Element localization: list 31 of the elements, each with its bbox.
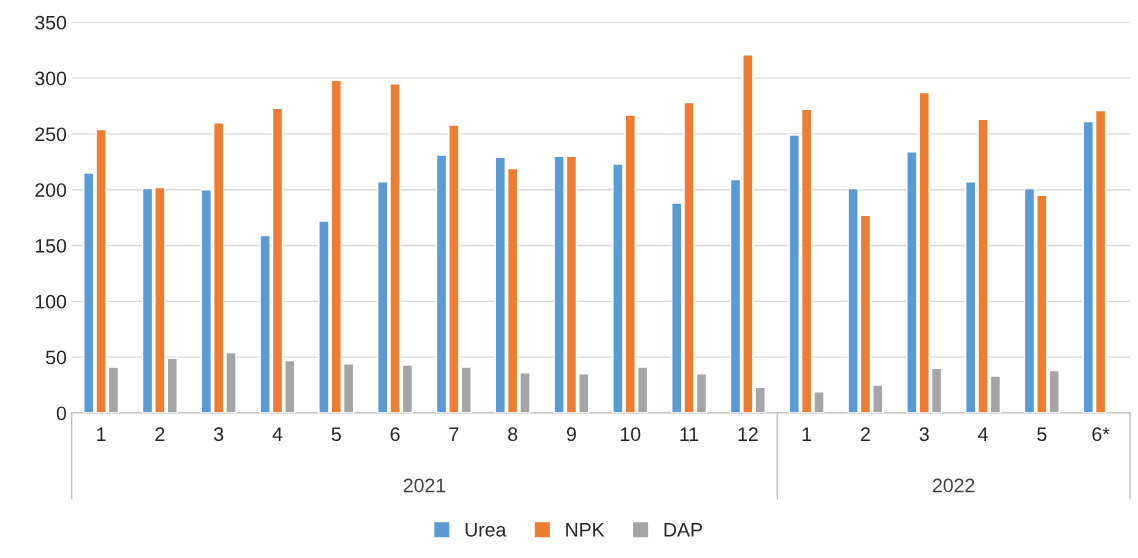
- x-tick-label: 10: [620, 427, 641, 442]
- x-tick-label: 2: [861, 427, 870, 441]
- x-tick-label: 2: [155, 427, 165, 441]
- y-tick-label: 300: [35, 71, 67, 86]
- x-tick-label: 1: [97, 427, 106, 441]
- legend-label: DAP: [664, 523, 702, 537]
- text: 2021: [403, 478, 446, 493]
- x-tick-label: 7: [449, 427, 459, 441]
- y-tick-label: 0: [56, 406, 67, 421]
- y-tick-label: 200: [35, 183, 67, 197]
- x-tick-label: 9: [566, 427, 576, 442]
- x-tick-label: 5: [1037, 427, 1047, 442]
- x-tick-label: 12: [738, 427, 758, 441]
- y-tick-label: 50: [45, 350, 67, 365]
- y-tick-label: 350: [35, 15, 67, 30]
- x-tick-label: 8: [508, 427, 518, 442]
- x-tick-label: 6: [390, 427, 400, 442]
- x-tick-label: 4: [272, 427, 283, 441]
- x-tick-label: 3: [214, 427, 224, 442]
- x-tick-label: 3: [919, 427, 929, 442]
- legend-label: NPK: [566, 523, 605, 537]
- x-tick-label: 11: [680, 427, 699, 441]
- y-tick-label: 150: [35, 238, 67, 253]
- x-tick-label: 6*: [1092, 427, 1110, 442]
- x-tick-label: 1: [802, 427, 812, 441]
- text: 2022: [933, 478, 975, 493]
- x-tick-label: 5: [331, 427, 341, 442]
- y-tick-label: 250: [35, 127, 67, 142]
- legend-label: Urea: [465, 523, 507, 537]
- x-tick-label: 4: [978, 427, 988, 441]
- y-tick-label: 100: [35, 294, 67, 309]
